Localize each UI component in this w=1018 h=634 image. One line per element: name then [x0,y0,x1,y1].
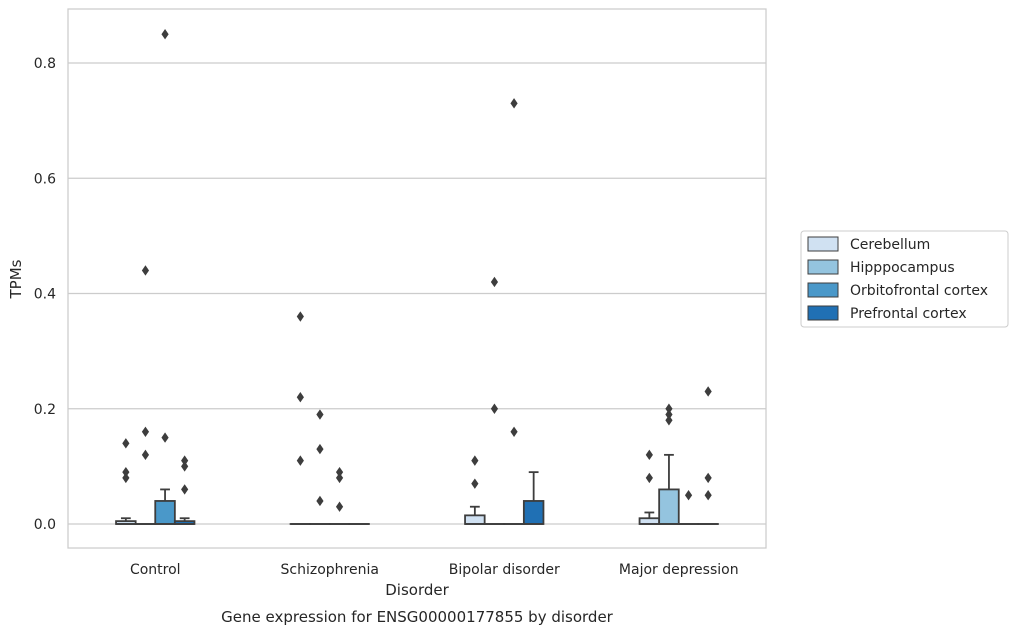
outlier-point [665,415,673,426]
plot-frame [67,8,767,549]
outlier-point [684,489,693,501]
outlier-point [490,403,499,414]
outlier-point [141,426,150,437]
x-tick-label: Major depression [619,562,739,578]
outlier-point [471,455,479,466]
x-axis-label: Disorder [385,581,449,599]
outlier-point [335,472,344,484]
outlier-point [704,472,712,484]
legend-frame [800,230,1009,328]
chart-title: Gene expression for ENSG00000177855 by d… [221,608,614,626]
box-cerebellum [464,505,486,525]
outlier-point [335,501,344,512]
box-body [154,500,176,525]
legend-label: Cerebellum [850,237,930,253]
x-tick-label: Control [130,562,181,578]
box-body [658,488,680,525]
outlier-point [296,311,304,322]
legend-swatch [807,282,839,298]
legend-label: Hipppocampus [850,260,955,276]
y-axis-label: TPMs [7,259,25,299]
outlier-point [122,472,130,484]
x-tick-labels: Control Schizophrenia Bipolar disorder Majo… [130,562,739,578]
outlier-point [161,432,169,443]
outlier-point [316,495,324,507]
x-tick-label: Bipolar disorder [449,562,560,578]
outlier-point [181,461,189,472]
box-prefrontal-cortex [522,471,545,525]
box-hipppocampus [658,453,680,525]
outlier-point [122,438,130,449]
plot-background [68,9,766,548]
outlier-point [665,409,673,420]
legend-swatch [807,305,839,321]
outlier-point [141,449,150,461]
legend-entries: Cerebellum Hipppocampus Orbitofrontal cort… [807,236,988,322]
box-body [464,514,486,525]
outlier-point [181,484,189,495]
legend-label: Prefrontal cortex [850,306,967,322]
y-tick-label: 0.8 [34,56,56,72]
outlier-point [296,455,304,466]
outlier-point [490,276,499,288]
outlier-points [122,28,712,512]
box-cerebellum [115,517,137,525]
outlier-point [645,472,653,484]
outlier-point [665,403,673,414]
outlier-point [141,265,150,276]
legend-label: Orbitofrontal cortex [850,283,988,299]
outlier-point [510,98,518,109]
outlier-point [335,466,344,478]
outlier-point [316,443,324,455]
outlier-point [161,28,169,40]
outlier-point [510,426,518,437]
box-prefrontal-cortex [173,517,196,525]
y-tick-label: 0.4 [34,287,56,303]
y-tick-label: 0.6 [34,171,56,187]
box-body [522,500,545,525]
outlier-point [122,466,130,478]
outlier-point [316,409,324,420]
y-tick-labels: 0.0 0.2 0.4 0.6 0.8 [34,56,56,533]
box-orbitofrontal-cortex [154,488,176,525]
legend-swatch [807,259,839,275]
outlier-point [704,386,712,397]
outlier-point [471,478,479,489]
outlier-point [704,489,712,501]
y-tick-label: 0.2 [34,402,56,418]
legend-swatch [807,236,839,252]
y-tick-label: 0.0 [34,517,56,533]
outlier-point [181,455,189,466]
box-series [115,453,719,525]
outlier-point [296,392,304,403]
outlier-point [645,449,653,461]
legend: Cerebellum Hipppocampus Orbitofrontal cort… [800,230,1009,328]
x-tick-label: Schizophrenia [281,562,379,578]
box-cerebellum [638,511,661,525]
